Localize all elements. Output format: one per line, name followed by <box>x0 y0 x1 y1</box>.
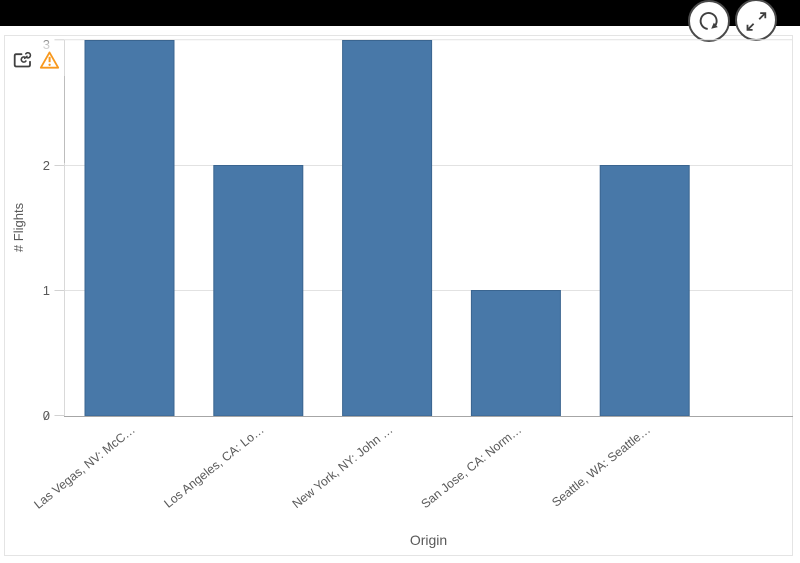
svg-text:New York, NY: John …: New York, NY: John … <box>290 422 396 511</box>
svg-text:San Jose, CA: Norm…: San Jose, CA: Norm… <box>418 422 524 511</box>
svg-text:Origin: Origin <box>410 532 447 548</box>
svg-text:# Flights: # Flights <box>11 202 26 252</box>
svg-text:0: 0 <box>43 408 50 423</box>
svg-text:3: 3 <box>43 37 50 52</box>
svg-text:Las Vegas, NV: McC…: Las Vegas, NV: McC… <box>31 422 138 511</box>
svg-text:1: 1 <box>43 283 50 298</box>
svg-text:Seattle, WA: Seattle…: Seattle, WA: Seattle… <box>549 422 653 509</box>
svg-text:Los Angeles, CA: Lo…: Los Angeles, CA: Lo… <box>161 422 266 510</box>
svg-text:2: 2 <box>43 158 50 173</box>
